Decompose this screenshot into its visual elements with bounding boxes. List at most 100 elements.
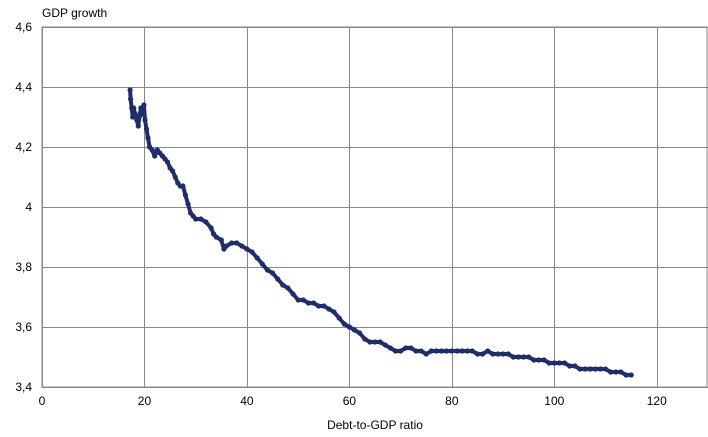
data-point xyxy=(143,126,150,132)
data-point xyxy=(418,348,424,354)
data-point xyxy=(556,360,563,366)
data-point xyxy=(567,363,573,369)
data-point xyxy=(546,360,552,366)
data-point xyxy=(172,174,178,180)
data-point xyxy=(423,351,429,357)
data-point xyxy=(464,348,470,354)
data-point xyxy=(592,366,598,372)
data-point xyxy=(382,342,388,348)
data-point xyxy=(203,219,209,225)
y-axis-tick-labels: 3,4 3,6 3,8 4 4,2 4,4 4,6 xyxy=(15,20,32,394)
data-point xyxy=(280,282,286,288)
data-point xyxy=(577,366,583,372)
data-point xyxy=(495,351,501,357)
data-point xyxy=(269,270,276,276)
data-point xyxy=(433,348,440,354)
data-point xyxy=(392,348,399,354)
data-point xyxy=(474,351,481,357)
data-point xyxy=(149,147,155,153)
data-point xyxy=(526,354,532,360)
data-point xyxy=(316,303,322,309)
data-point xyxy=(618,369,624,375)
data-point xyxy=(310,300,317,306)
data-point xyxy=(510,354,516,360)
data-point xyxy=(372,339,378,345)
data-point xyxy=(562,360,568,366)
data-point xyxy=(608,369,614,375)
data-point xyxy=(439,348,445,354)
data-point xyxy=(613,369,619,375)
data-point xyxy=(351,327,358,333)
x-tick-label: 0 xyxy=(39,394,46,408)
data-point xyxy=(362,336,368,342)
data-point xyxy=(275,276,281,282)
data-point xyxy=(128,96,134,102)
data-point xyxy=(597,366,604,372)
data-points xyxy=(127,87,634,378)
data-point xyxy=(305,300,311,306)
data-point xyxy=(254,255,260,261)
data-point xyxy=(295,297,301,303)
data-point xyxy=(357,330,363,336)
data-point xyxy=(131,105,137,111)
data-point xyxy=(490,351,496,357)
data-point xyxy=(500,351,506,357)
data-point xyxy=(587,366,593,372)
x-axis-title: Debt-to-GDP ratio xyxy=(327,418,423,432)
data-point xyxy=(223,243,229,249)
data-point xyxy=(367,339,373,345)
data-point xyxy=(551,360,557,366)
data-point xyxy=(387,345,393,351)
data-point xyxy=(459,348,465,354)
y-tick-label: 4,2 xyxy=(15,140,32,154)
data-point xyxy=(602,366,609,372)
y-axis-title: GDP growth xyxy=(42,6,107,20)
data-point xyxy=(341,321,347,327)
x-tick-label: 60 xyxy=(343,394,357,408)
data-point xyxy=(505,351,511,357)
data-point xyxy=(321,303,327,309)
data-point xyxy=(234,240,240,246)
data-point xyxy=(531,357,537,363)
x-axis-tick-labels: 0 20 40 60 80 100 120 xyxy=(39,394,667,408)
data-point xyxy=(193,216,199,222)
data-point xyxy=(170,168,176,174)
data-point xyxy=(239,243,245,249)
data-point xyxy=(521,354,527,360)
data-point xyxy=(264,267,270,273)
data-point xyxy=(141,102,147,108)
data-point xyxy=(403,345,409,351)
data-point xyxy=(139,111,145,117)
data-point xyxy=(377,339,383,345)
data-point xyxy=(182,192,188,198)
data-point xyxy=(582,366,588,372)
y-tick-label: 4,4 xyxy=(15,80,32,94)
y-tick-label: 4,6 xyxy=(15,20,32,34)
data-point xyxy=(485,348,491,354)
x-tick-label: 80 xyxy=(445,394,459,408)
data-point xyxy=(145,135,151,141)
data-point xyxy=(346,324,352,330)
data-point xyxy=(623,372,629,378)
data-point xyxy=(135,123,141,129)
gridlines xyxy=(42,27,708,388)
x-tick-label: 20 xyxy=(138,394,152,408)
data-point xyxy=(408,345,414,351)
data-point xyxy=(259,261,265,267)
x-tick-label: 120 xyxy=(647,394,667,408)
data-point xyxy=(218,237,224,243)
data-point xyxy=(454,348,460,354)
data-point xyxy=(331,309,337,315)
x-tick-label: 40 xyxy=(240,394,254,408)
data-point xyxy=(326,306,332,312)
data-point xyxy=(213,234,219,240)
data-point xyxy=(127,87,133,93)
data-point xyxy=(164,159,171,165)
data-point xyxy=(142,117,148,123)
data-point xyxy=(628,372,634,378)
data-point xyxy=(185,201,191,207)
plot-area-frame xyxy=(41,26,708,388)
data-point xyxy=(229,240,235,246)
y-tick-label: 3,4 xyxy=(15,380,32,394)
